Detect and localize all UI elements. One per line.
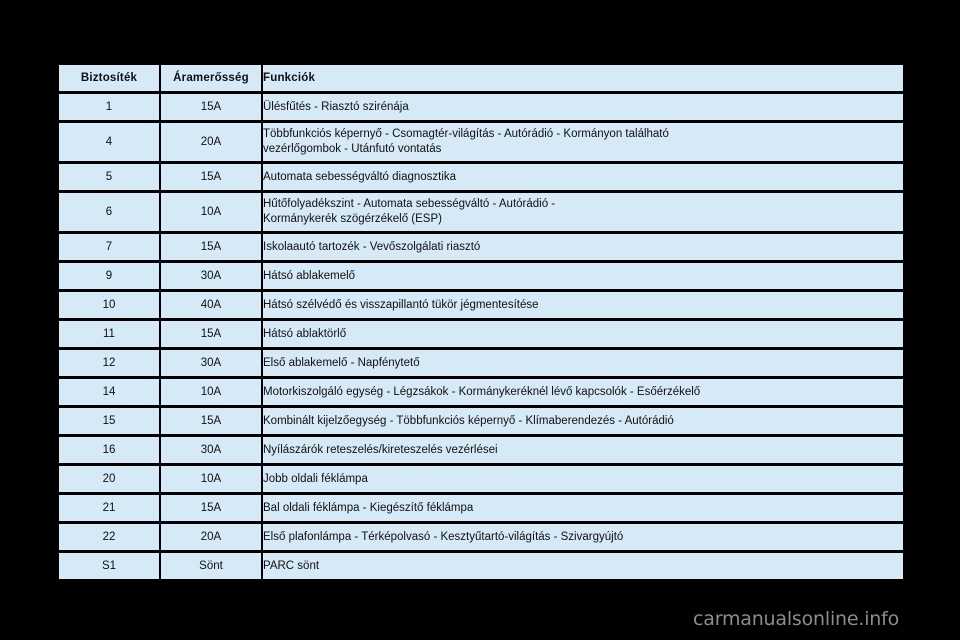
cell-fuse-number: 14 xyxy=(59,379,159,405)
table-row: 20 10A Jobb oldali féklámpa xyxy=(59,466,903,492)
cell-amperage: 30A xyxy=(161,437,261,463)
cell-fuse-number: 4 xyxy=(59,123,159,161)
cell-amperage: 15A xyxy=(161,408,261,434)
cell-amperage: 20A xyxy=(161,123,261,161)
cell-functions: Nyílászárók reteszelés/kireteszelés vezé… xyxy=(263,437,903,463)
table-row: 15 15A Kombinált kijelzőegység - Többfunkc… xyxy=(59,408,903,434)
cell-functions: PARC sönt xyxy=(263,553,903,579)
table-header-row: Biztosíték Áramerősség Funkciók xyxy=(59,65,903,91)
cell-functions-line: Kormánykerék szögérzékelő (ESP) xyxy=(263,213,442,225)
cell-fuse-number: 15 xyxy=(59,408,159,434)
table-row: 4 20A Többfunkciós képernyő - Csomagtér-vi… xyxy=(59,123,903,161)
cell-fuse-number: 12 xyxy=(59,350,159,376)
cell-amperage: 15A xyxy=(161,495,261,521)
cell-functions: Első ablakemelő - Napfénytető xyxy=(263,350,903,376)
watermark-text: carmanualsonline.info xyxy=(693,608,900,630)
cell-amperage: 15A xyxy=(161,321,261,347)
column-header-fuse: Biztosíték xyxy=(59,65,159,91)
cell-fuse-number: 6 xyxy=(59,193,159,231)
cell-fuse-number: 5 xyxy=(59,164,159,190)
column-header-amperage: Áramerősség xyxy=(161,65,261,91)
cell-functions-line: Többfunkciós képernyő - Csomagtér-világí… xyxy=(263,128,669,140)
cell-functions: Többfunkciós képernyő - Csomagtér-világí… xyxy=(263,123,903,161)
table-header: Biztosíték Áramerősség Funkciók xyxy=(59,65,903,91)
cell-functions: Hátsó ablaktörlő xyxy=(263,321,903,347)
cell-amperage: 10A xyxy=(161,193,261,231)
cell-amperage: 20A xyxy=(161,524,261,550)
table-row: 21 15A Bal oldali féklámpa - Kiegészítő fé… xyxy=(59,495,903,521)
cell-amperage: 15A xyxy=(161,94,261,120)
table-row: 11 15A Hátsó ablaktörlő xyxy=(59,321,903,347)
cell-fuse-number: 9 xyxy=(59,263,159,289)
cell-functions-line: vezérlőgombok - Utánfutó vontatás xyxy=(263,143,442,155)
cell-amperage: 10A xyxy=(161,379,261,405)
table-row: 12 30A Első ablakemelő - Napfénytető xyxy=(59,350,903,376)
table-row: 9 30A Hátsó ablakemelő xyxy=(59,263,903,289)
table-row: 16 30A Nyílászárók reteszelés/kireteszelés… xyxy=(59,437,903,463)
cell-functions: Motorkiszolgáló egység - Légzsákok - Kor… xyxy=(263,379,903,405)
cell-fuse-number: 22 xyxy=(59,524,159,550)
cell-functions: Hűtőfolyadékszint - Automata sebességvál… xyxy=(263,193,903,231)
cell-amperage: Sönt xyxy=(161,553,261,579)
cell-functions: Jobb oldali féklámpa xyxy=(263,466,903,492)
cell-amperage: 10A xyxy=(161,466,261,492)
table-row: 7 15A Iskolaautó tartozék - Vevőszolgálati… xyxy=(59,234,903,260)
cell-fuse-number: 1 xyxy=(59,94,159,120)
column-header-functions: Funkciók xyxy=(263,65,903,91)
fuse-table: Biztosíték Áramerősség Funkciók 1 15A Ülés… xyxy=(57,62,905,582)
cell-functions: Hátsó szélvédő és visszapillantó tükör j… xyxy=(263,292,903,318)
cell-amperage: 15A xyxy=(161,234,261,260)
cell-amperage: 30A xyxy=(161,350,261,376)
cell-functions: Ülésfűtés - Riasztó szirénája xyxy=(263,94,903,120)
table-row: 1 15A Ülésfűtés - Riasztó szirénája xyxy=(59,94,903,120)
cell-functions-line: Hűtőfolyadékszint - Automata sebességvál… xyxy=(263,198,556,210)
table-body: 1 15A Ülésfűtés - Riasztó szirénája 4 20A Töb… xyxy=(59,94,903,579)
table-row: 5 15A Automata sebességváltó diagnosztika xyxy=(59,164,903,190)
table-row: 10 40A Hátsó szélvédő és visszapillantó tü… xyxy=(59,292,903,318)
cell-functions: Automata sebességváltó diagnosztika xyxy=(263,164,903,190)
cell-amperage: 15A xyxy=(161,164,261,190)
cell-fuse-number: 10 xyxy=(59,292,159,318)
cell-functions: Első plafonlámpa - Térképolvasó - Keszty… xyxy=(263,524,903,550)
cell-amperage: 30A xyxy=(161,263,261,289)
table-row: S1 Sönt PARC sönt xyxy=(59,553,903,579)
cell-amperage: 40A xyxy=(161,292,261,318)
cell-fuse-number: 20 xyxy=(59,466,159,492)
table-row: 6 10A Hűtőfolyadékszint - Automata sebessé… xyxy=(59,193,903,231)
cell-fuse-number: 16 xyxy=(59,437,159,463)
cell-functions: Iskolaautó tartozék - Vevőszolgálati ria… xyxy=(263,234,903,260)
table-row: 14 10A Motorkiszolgáló egység - Légzsákok … xyxy=(59,379,903,405)
cell-functions: Kombinált kijelzőegység - Többfunkciós k… xyxy=(263,408,903,434)
fuse-table-container: Biztosíték Áramerősség Funkciók 1 15A Ülés… xyxy=(57,62,903,582)
cell-fuse-number: S1 xyxy=(59,553,159,579)
table-row: 22 20A Első plafonlámpa - Térképolvasó - K… xyxy=(59,524,903,550)
cell-fuse-number: 21 xyxy=(59,495,159,521)
cell-functions: Hátsó ablakemelő xyxy=(263,263,903,289)
cell-fuse-number: 11 xyxy=(59,321,159,347)
cell-fuse-number: 7 xyxy=(59,234,159,260)
cell-functions: Bal oldali féklámpa - Kiegészítő féklámp… xyxy=(263,495,903,521)
